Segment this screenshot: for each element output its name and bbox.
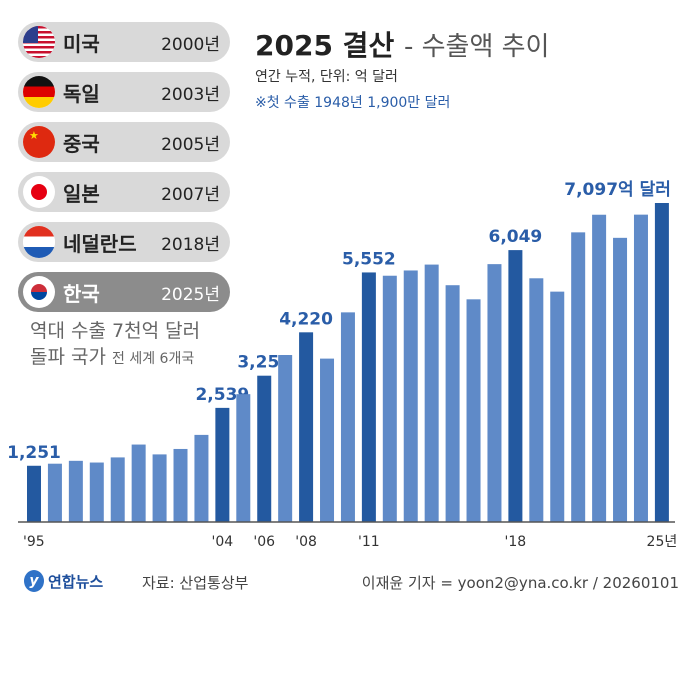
milestone-year: 2000년 (161, 34, 220, 55)
milestone-year: 2025년 (161, 284, 220, 305)
bar-2006 (257, 375, 272, 522)
bar-2022 (592, 214, 607, 523)
us-flag-icon (23, 26, 55, 58)
description: 역대 수출 7천억 달러 돌파 국가 전 세계 6개국 (30, 318, 200, 372)
yonhap-logo: y 연합뉴스 (24, 570, 103, 592)
china-flag-icon: ★ (23, 126, 55, 158)
bar-2010 (340, 312, 355, 522)
bar-2001 (152, 454, 167, 522)
bar-2005 (236, 394, 251, 522)
netherlands-flag-icon (23, 226, 55, 258)
bar-2025 (654, 203, 669, 522)
first-export-note: ※첫 수출 1948년 1,900만 달러 (255, 95, 451, 111)
bar-2015 (445, 285, 460, 522)
germany-flag-icon (23, 76, 55, 108)
legend-item-japan: 일본 2007년 (18, 172, 230, 212)
country-name: 네덜란드 (63, 231, 137, 256)
bar-2008 (299, 332, 314, 522)
bar-2009 (320, 358, 335, 522)
bar-1995 (27, 465, 41, 522)
country-name: 미국 (63, 31, 100, 56)
data-label-2008: 4,220 (279, 309, 333, 329)
bar-1997 (68, 460, 83, 522)
description-line2: 돌파 국가 (30, 346, 106, 368)
bar-2023 (613, 237, 628, 522)
korea-flag-icon (23, 276, 55, 308)
chart-title: 2025 결산 - 수출액 추이 (255, 29, 550, 62)
japan-flag-icon (23, 176, 55, 208)
x-tick-2004: '04 (212, 534, 234, 550)
bar-1999 (110, 457, 125, 522)
legend-item-netherlands: 네덜란드 2018년 (18, 222, 230, 262)
unit-note: 연간 누적, 단위: 억 달러 (255, 69, 398, 85)
description-small: 전 세계 6개국 (112, 351, 195, 367)
bar-2002 (173, 448, 188, 522)
description-line1: 역대 수출 7천억 달러 (30, 320, 201, 342)
footer: y 연합뉴스 자료: 산업통상부 이재윤 기자 = yoon2@yna.co.kr… (24, 570, 679, 594)
bar-2011 (361, 272, 376, 522)
legend-item-us: 미국 2000년 (18, 22, 230, 62)
data-label-2018: 6,049 (488, 227, 542, 247)
country-name: 한국 (63, 281, 100, 306)
bar-2016 (466, 299, 481, 522)
x-tick-2025: 25년 (647, 534, 678, 550)
bar-2012 (382, 275, 397, 522)
bar-2013 (403, 270, 418, 522)
milestone-year: 2003년 (161, 84, 220, 105)
logo-icon: y (24, 570, 44, 592)
bar-2019 (529, 278, 544, 522)
data-label-1995: 1,251 (7, 443, 61, 463)
bar-2014 (424, 264, 439, 522)
source: 자료: 산업통상부 (142, 574, 249, 592)
milestone-year: 2018년 (161, 234, 220, 255)
x-tick-2008: '08 (295, 534, 317, 550)
bar-2017 (487, 264, 502, 522)
legend-item-germany: 독일 2003년 (18, 72, 230, 112)
data-label-2011: 5,552 (342, 249, 396, 269)
milestone-year: 2005년 (161, 134, 220, 155)
country-name: 독일 (63, 81, 100, 106)
country-name: 일본 (63, 181, 100, 206)
bar-2007 (278, 355, 293, 522)
legend-item-korea: 한국 2025년 (18, 272, 230, 312)
bar-2021 (571, 232, 586, 522)
legend-item-china: ★ 중국 2005년 (18, 122, 230, 162)
credit: 이재윤 기자 = yoon2@yna.co.kr / 20260101 (361, 574, 679, 592)
data-label-2025: 7,097억 달러 (564, 179, 671, 200)
bar-1998 (89, 462, 104, 522)
data-label-2006: 3,255 (237, 353, 291, 373)
data-label-2004: 2,539 (195, 385, 249, 405)
milestone-year: 2007년 (161, 184, 220, 205)
x-tick-1995: '95 (23, 534, 45, 550)
bar-1996 (47, 463, 62, 522)
bar-2018 (508, 250, 523, 523)
bar-2000 (131, 444, 146, 522)
bar-2004 (215, 407, 230, 522)
bar-2003 (194, 434, 209, 522)
bar-2020 (550, 291, 565, 522)
bar-2024 (633, 214, 648, 523)
x-tick-2006: '06 (253, 534, 275, 550)
x-tick-2018: '18 (505, 534, 527, 550)
x-tick-2011: '11 (358, 534, 380, 550)
export-bar-chart: 1,251 '95 2,539 '04 3,255 '06 4,220 '08 5,552 '11… (7, 179, 678, 550)
logo-text: 연합뉴스 (48, 572, 104, 591)
country-name: 중국 (63, 131, 100, 156)
